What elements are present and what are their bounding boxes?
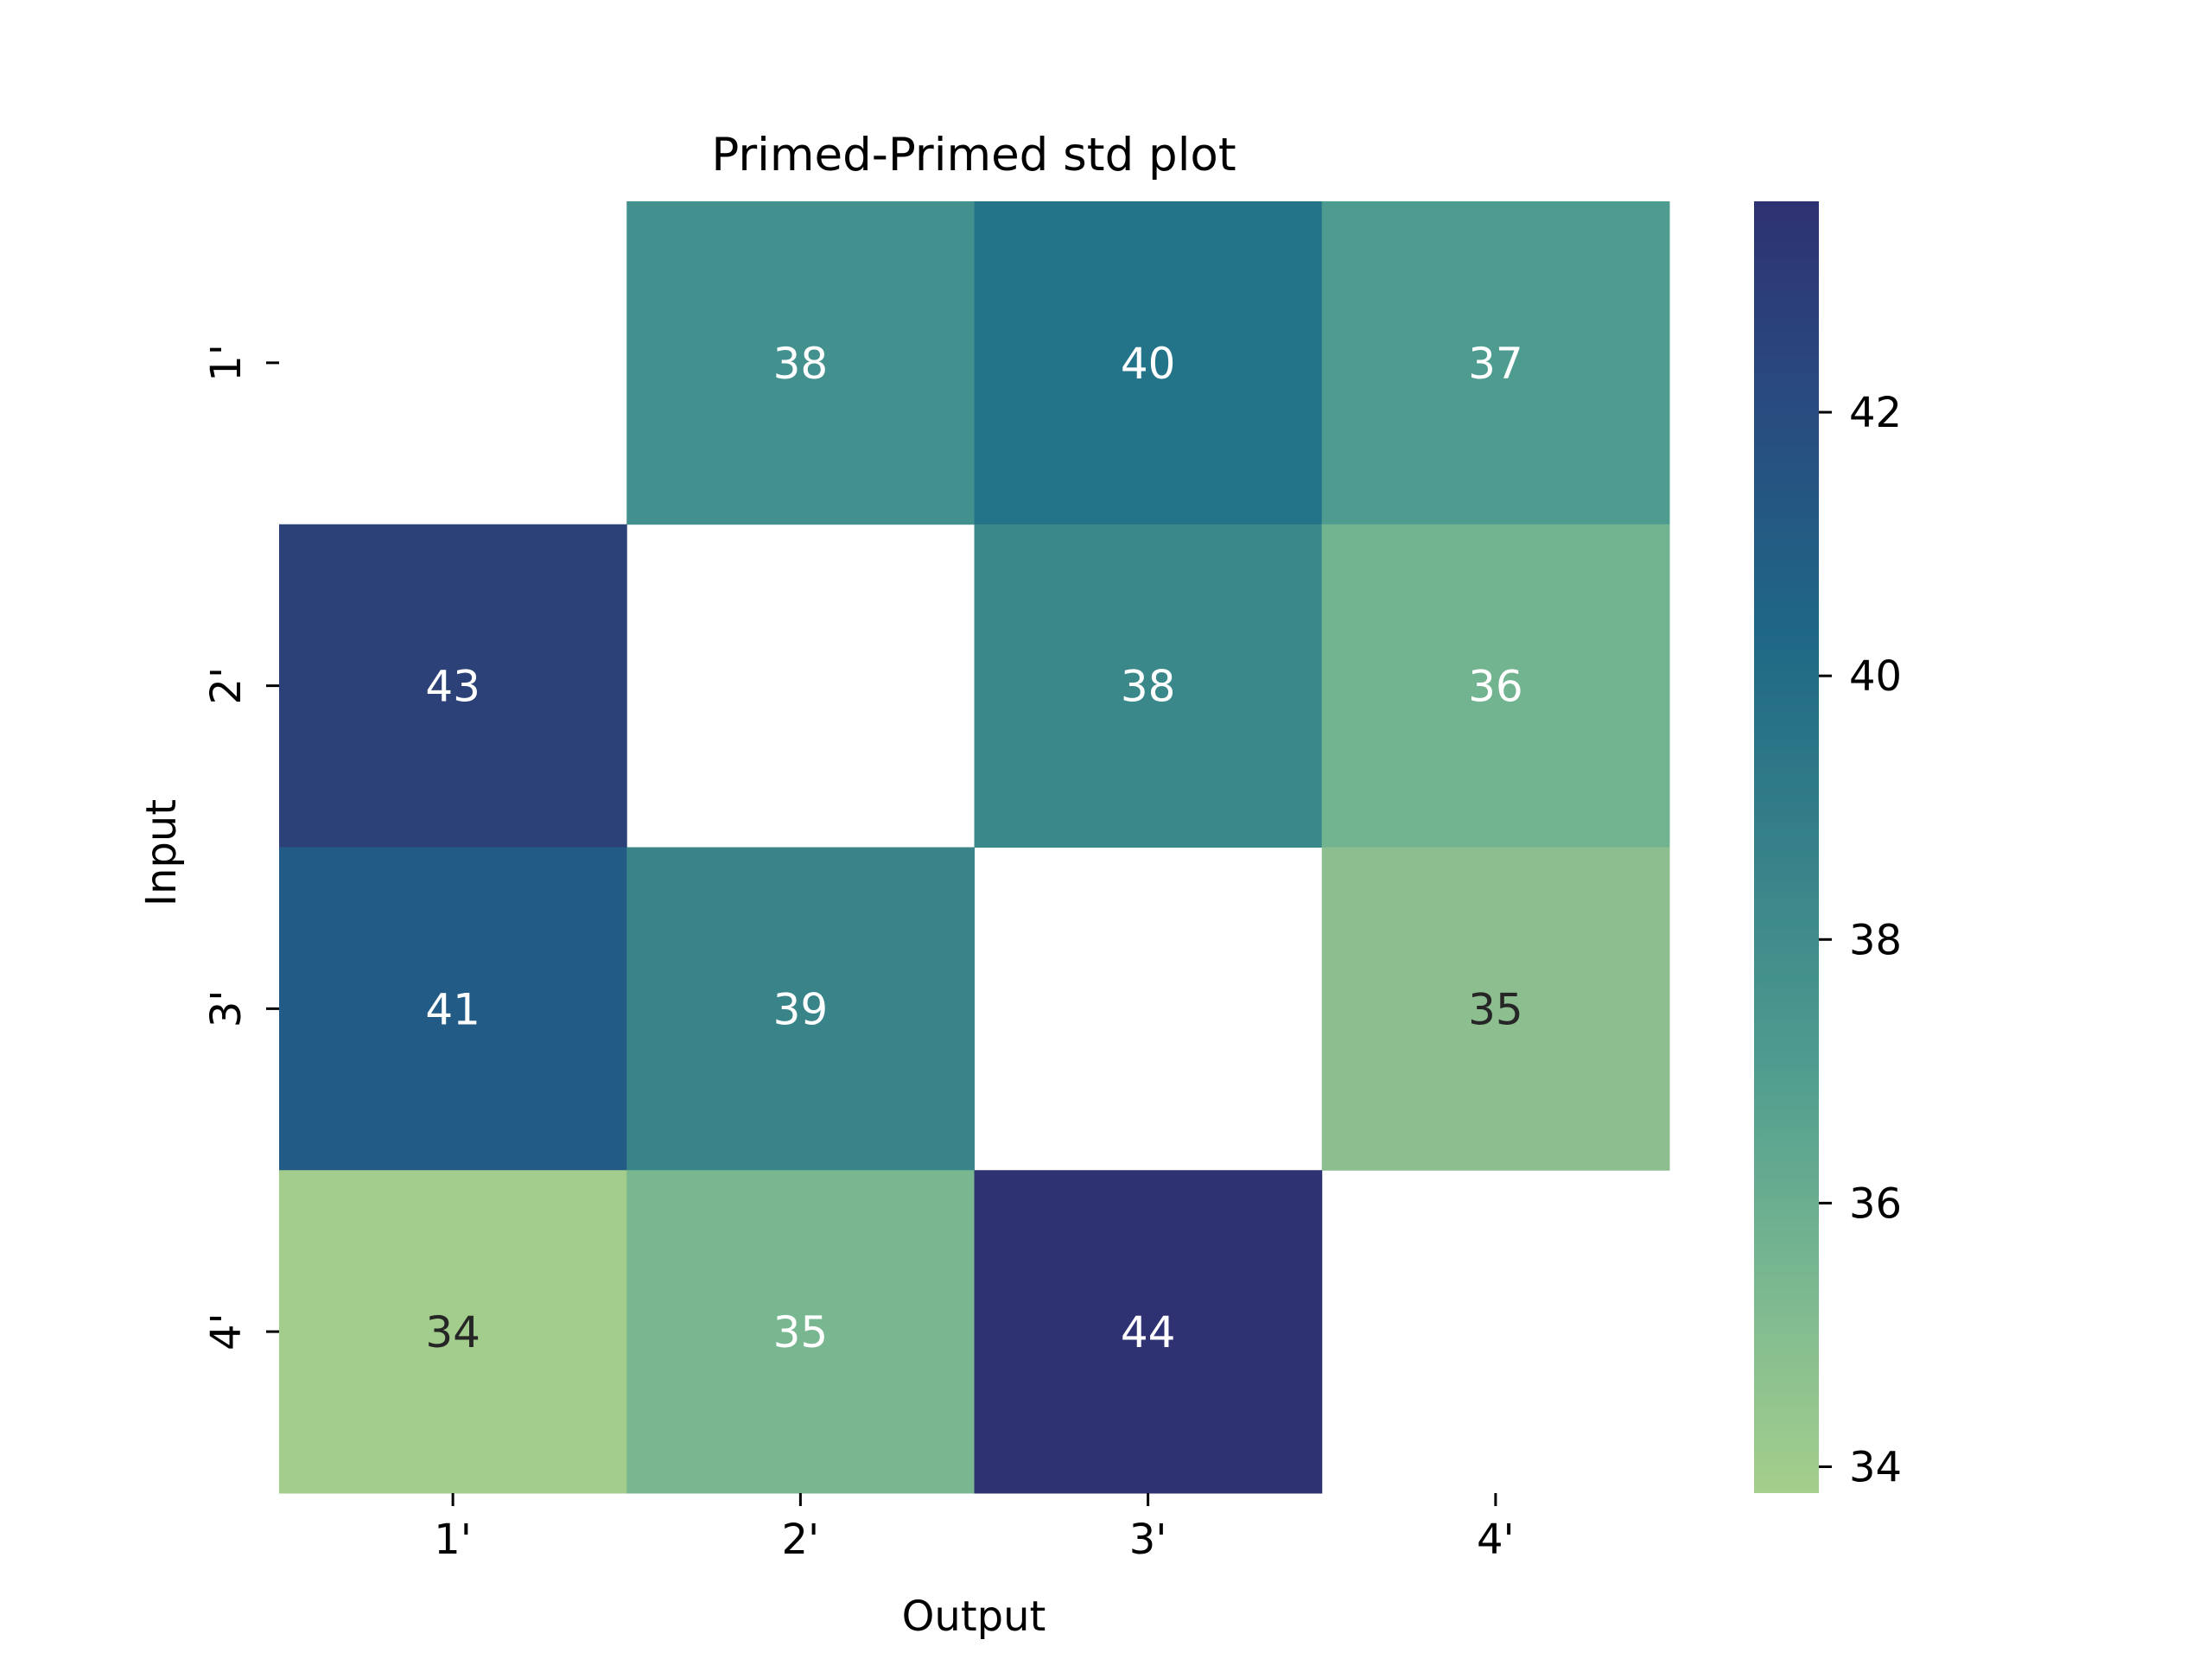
heatmap-cell — [279, 1170, 627, 1494]
x-axis-label: Output — [902, 1592, 1046, 1641]
colorbar-tick-label: 36 — [1849, 1179, 1902, 1228]
y-axis: 1' 2' 3' 4' — [202, 344, 279, 1351]
heatmap-cell — [279, 847, 627, 1171]
cell-value-label: 40 — [1121, 339, 1176, 389]
colorbar-tick-label: 40 — [1849, 652, 1902, 701]
cell-value-label: 41 — [425, 984, 480, 1034]
cell-value-label: 44 — [1121, 1307, 1176, 1357]
y-axis-label: Input — [137, 799, 186, 906]
x-tick-label: 2' — [782, 1516, 820, 1564]
heatmap-cell — [974, 1170, 1323, 1494]
colorbar-gradient — [1754, 201, 1819, 1493]
y-tick-label: 2' — [202, 667, 251, 705]
heatmap-cell — [1321, 201, 1670, 525]
y-tick-label: 4' — [202, 1313, 251, 1351]
heatmap-cell — [1321, 524, 1670, 848]
heatmap-cells: 38 40 37 43 38 36 41 39 35 34 35 44 — [279, 201, 1670, 1494]
heatmap-cell — [626, 1170, 975, 1494]
heatmap-cell — [626, 847, 975, 1171]
y-tick-label: 1' — [202, 344, 251, 382]
y-tick-label: 3' — [202, 990, 251, 1028]
cell-value-label: 38 — [1121, 662, 1176, 712]
cell-value-label: 36 — [1468, 662, 1523, 712]
x-tick-label: 1' — [434, 1516, 472, 1564]
x-tick-label: 3' — [1129, 1516, 1167, 1564]
colorbar-tick-label: 34 — [1849, 1443, 1902, 1491]
heatmap-cell — [279, 524, 627, 848]
colorbar: 34 36 38 40 42 — [1754, 201, 1902, 1493]
heatmap-cell — [1321, 847, 1670, 1171]
x-tick-label: 4' — [1477, 1516, 1515, 1564]
x-axis: 1' 2' 3' 4' — [434, 1493, 1515, 1564]
chart-title: Primed-Primed std plot — [711, 129, 1236, 181]
cell-value-label: 38 — [773, 339, 829, 389]
heatmap-cell — [626, 201, 975, 525]
heatmap-cell — [974, 201, 1323, 525]
cell-value-label: 35 — [1468, 984, 1523, 1034]
colorbar-tick-label: 38 — [1849, 916, 1902, 964]
colorbar-tick-label: 42 — [1849, 389, 1902, 437]
cell-value-label: 34 — [425, 1307, 480, 1357]
cell-value-label: 35 — [773, 1307, 829, 1357]
heatmap-cell — [974, 524, 1323, 848]
cell-value-label: 37 — [1468, 339, 1523, 389]
cell-value-label: 39 — [773, 984, 829, 1034]
cell-value-label: 43 — [425, 662, 480, 712]
